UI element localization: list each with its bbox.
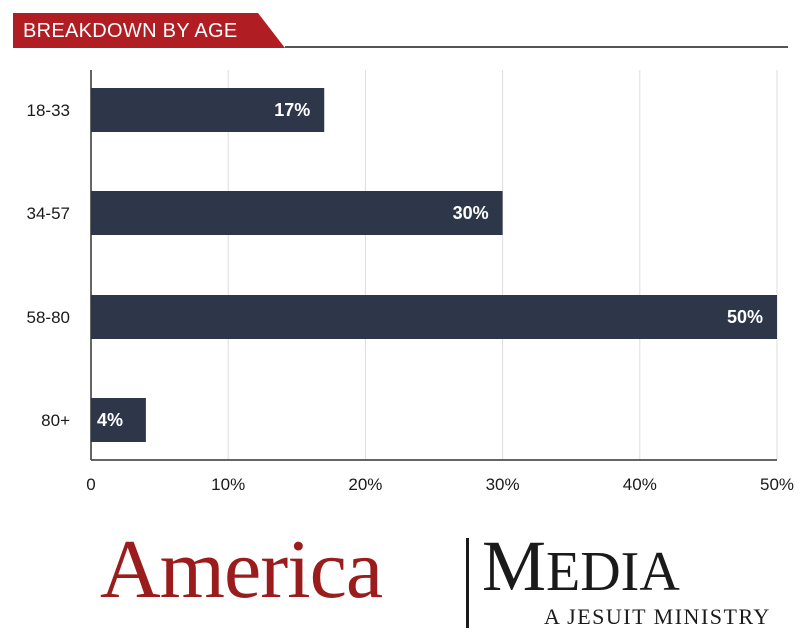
america-media-logo: America MEDIA A JESUIT MINISTRY xyxy=(100,528,780,638)
header-banner: BREAKDOWN BY AGE xyxy=(13,13,285,48)
bar-34-57 xyxy=(91,191,503,235)
logo-media-text: MEDIA xyxy=(482,526,680,606)
category-label: 80+ xyxy=(41,411,70,430)
x-tick-label: 10% xyxy=(211,475,245,494)
bars-layer: 17% 30% 50% 4% xyxy=(91,88,777,442)
bar-18-33 xyxy=(91,88,325,132)
x-tick-label: 30% xyxy=(486,475,520,494)
chart-title: BREAKDOWN BY AGE xyxy=(23,20,238,42)
logo-divider xyxy=(466,538,469,628)
x-tick-label: 20% xyxy=(348,475,382,494)
axis-layer: 0 10% 20% 30% 40% 50% 18-33 34-57 58-80 80+ xyxy=(27,70,794,494)
x-tick-label: 0 xyxy=(86,475,95,494)
bar-80+ xyxy=(91,398,146,442)
bar-58-80 xyxy=(91,295,777,339)
logo-tagline: A JESUIT MINISTRY xyxy=(544,604,771,629)
data-label: 17% xyxy=(274,100,310,120)
category-label: 34-57 xyxy=(27,204,70,223)
data-label: 50% xyxy=(727,307,763,327)
logo-america-text: America xyxy=(100,523,383,616)
data-label: 4% xyxy=(97,410,123,430)
data-label: 30% xyxy=(453,203,489,223)
bar-chart: 17% 30% 50% 4% 0 10% 20% 30% 40% 50% 18-33 34-57 58… xyxy=(27,70,794,494)
banner-shape xyxy=(13,13,285,48)
x-tick-label: 40% xyxy=(623,475,657,494)
category-label: 58-80 xyxy=(27,308,70,327)
grid-layer xyxy=(227,70,778,460)
category-label: 18-33 xyxy=(27,101,70,120)
x-tick-label: 50% xyxy=(760,475,794,494)
header-divider xyxy=(285,46,788,48)
